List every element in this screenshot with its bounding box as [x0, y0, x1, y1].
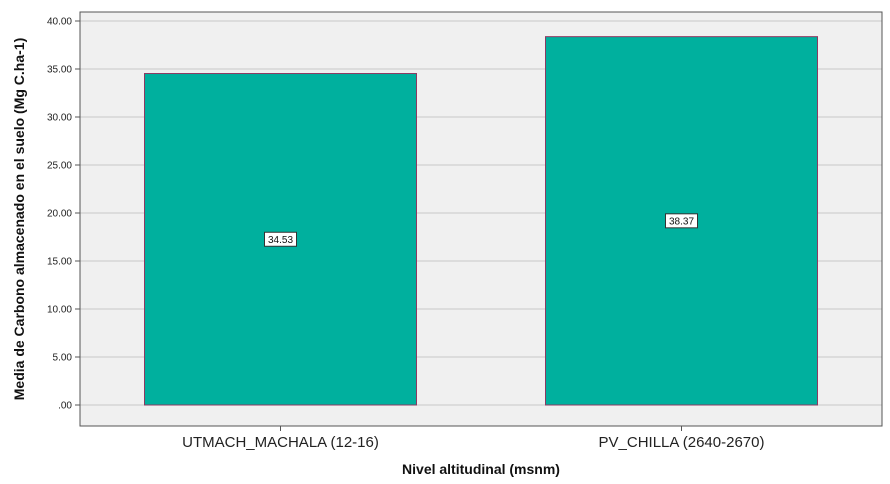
y-axis-title: Media de Carbono almacenado en el suelo …	[11, 38, 27, 401]
y-tick-label: 30.00	[47, 113, 72, 124]
y-tick-label: 20.00	[47, 209, 72, 220]
x-category-label: UTMACH_MACHALA (12-16)	[182, 434, 379, 451]
data-label-value: 34.53	[268, 235, 293, 246]
data-labels: 34.53 38.37	[264, 213, 698, 247]
y-tick-label: 15.00	[47, 257, 72, 268]
data-label-box	[665, 213, 698, 229]
data-label: 34.53	[264, 231, 297, 247]
data-label-value: 38.37	[669, 216, 694, 227]
data-label: 38.37	[665, 213, 698, 229]
y-tick-label: 40.00	[47, 17, 72, 28]
y-tick-label: 10.00	[47, 305, 72, 316]
x-category-label: PV_CHILLA (2640-2670)	[599, 434, 765, 451]
y-axis-ticks: .00 5.00 10.00 15.00 20.00 25.00 30.00 35.00 40.…	[47, 17, 80, 412]
x-axis-categories: UTMACH_MACHALA (12-16) PV_CHILLA (2640-26…	[182, 426, 764, 451]
data-label-box	[264, 231, 297, 247]
plot-frame	[79, 11, 883, 427]
y-tick-label: .00	[58, 401, 72, 412]
y-tick-label: 25.00	[47, 161, 72, 172]
y-tick-label: 5.00	[53, 353, 73, 364]
y-tick-label: 35.00	[47, 65, 72, 76]
x-axis-title: Nivel altitudinal (msnm)	[402, 461, 560, 477]
